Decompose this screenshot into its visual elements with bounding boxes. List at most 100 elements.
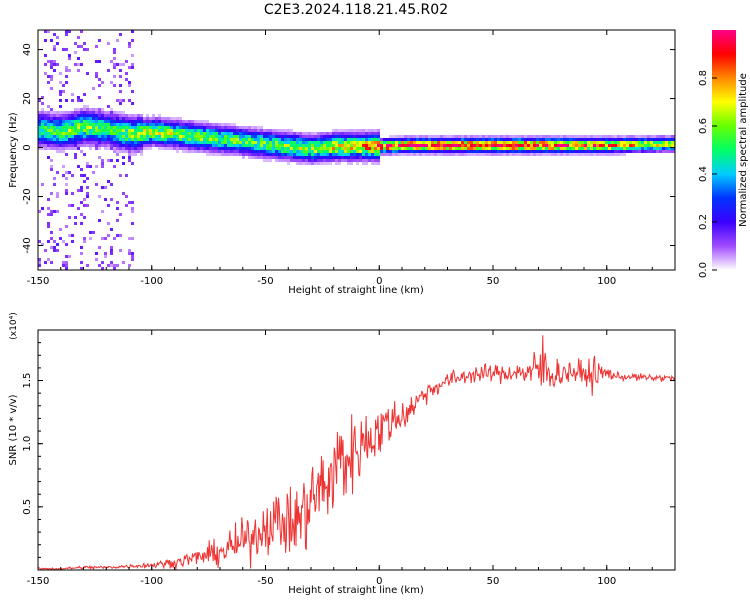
heatmap-cell bbox=[536, 153, 539, 156]
heatmap-cell bbox=[410, 147, 413, 150]
heatmap-cell bbox=[38, 264, 41, 267]
heatmap-cell bbox=[494, 153, 497, 156]
heatmap-cell bbox=[95, 129, 98, 132]
snr-series-line bbox=[38, 335, 675, 570]
heatmap-cell bbox=[191, 141, 194, 144]
heatmap-cell bbox=[158, 132, 161, 135]
heatmap-cell bbox=[221, 126, 224, 129]
heatmap-cell bbox=[332, 153, 335, 156]
heatmap-cell bbox=[506, 147, 509, 150]
heatmap-cell bbox=[287, 141, 290, 144]
heatmap-cell bbox=[89, 108, 92, 111]
heatmap-cell bbox=[197, 141, 200, 144]
heatmap-cell bbox=[326, 141, 329, 144]
heatmap-cell bbox=[317, 159, 320, 162]
heatmap-cell bbox=[626, 150, 629, 153]
heatmap-cell bbox=[566, 153, 569, 156]
heatmap-cell bbox=[497, 144, 500, 147]
heatmap-cell bbox=[401, 144, 404, 147]
heatmap-cell bbox=[518, 144, 521, 147]
heatmap-cell bbox=[125, 138, 128, 141]
heatmap-cell bbox=[536, 141, 539, 144]
heatmap-cell bbox=[611, 150, 614, 153]
heatmap-cell bbox=[338, 135, 341, 138]
heatmap-cell bbox=[584, 141, 587, 144]
heatmap-cell bbox=[641, 141, 644, 144]
heatmap-cell bbox=[170, 141, 173, 144]
heatmap-cell bbox=[176, 126, 179, 129]
heatmap-cell bbox=[479, 147, 482, 150]
heatmap-cell bbox=[98, 219, 101, 222]
heatmap-cell bbox=[452, 147, 455, 150]
heatmap-cell bbox=[332, 147, 335, 150]
heatmap-cell bbox=[200, 120, 203, 123]
heatmap-cell bbox=[416, 147, 419, 150]
heatmap-cell bbox=[194, 150, 197, 153]
heatmap-cell bbox=[128, 201, 131, 204]
heatmap-cell bbox=[65, 120, 68, 123]
heatmap-cell bbox=[362, 129, 365, 132]
heatmap-cell bbox=[518, 150, 521, 153]
heatmap-cell bbox=[365, 156, 368, 159]
heatmap-cell bbox=[653, 147, 656, 150]
heatmap-cell bbox=[518, 153, 521, 156]
heatmap-cell bbox=[347, 150, 350, 153]
heatmap-cell bbox=[494, 135, 497, 138]
heatmap-cell bbox=[338, 144, 341, 147]
heatmap-cell bbox=[647, 135, 650, 138]
heatmap-cell bbox=[452, 150, 455, 153]
heatmap-cell bbox=[71, 114, 74, 117]
heatmap-cell bbox=[671, 135, 674, 138]
heatmap-cell bbox=[488, 135, 491, 138]
heatmap-cell bbox=[74, 216, 77, 219]
heatmap-cell bbox=[122, 117, 125, 120]
heatmap-cell bbox=[215, 123, 218, 126]
heatmap-cell bbox=[488, 141, 491, 144]
heatmap-cell bbox=[296, 135, 299, 138]
heatmap-cell bbox=[44, 129, 47, 132]
heatmap-cell bbox=[242, 129, 245, 132]
heatmap-cell bbox=[176, 138, 179, 141]
heatmap-cell bbox=[104, 198, 107, 201]
heatmap-cell bbox=[110, 60, 113, 63]
heatmap-cell bbox=[209, 135, 212, 138]
heatmap-cell bbox=[113, 132, 116, 135]
heatmap-cell bbox=[119, 63, 122, 66]
heatmap-cell bbox=[620, 138, 623, 141]
heatmap-cell bbox=[209, 150, 212, 153]
heatmap-cell bbox=[56, 123, 59, 126]
heatmap-cell bbox=[461, 153, 464, 156]
heatmap-cell bbox=[125, 126, 128, 129]
heatmap-cell bbox=[53, 210, 56, 213]
x-tick-label: 50 bbox=[487, 576, 500, 587]
heatmap-cell bbox=[221, 129, 224, 132]
heatmap-cell bbox=[107, 69, 110, 72]
heatmap-cell bbox=[95, 45, 98, 48]
heatmap-cell bbox=[194, 135, 197, 138]
heatmap-cell bbox=[38, 261, 41, 264]
heatmap-cell bbox=[125, 72, 128, 75]
heatmap-cell bbox=[401, 150, 404, 153]
heatmap-cell bbox=[374, 129, 377, 132]
heatmap-cell bbox=[155, 123, 158, 126]
heatmap-cell bbox=[158, 117, 161, 120]
heatmap-cell bbox=[80, 126, 83, 129]
heatmap-cell bbox=[122, 126, 125, 129]
heatmap-cell bbox=[617, 141, 620, 144]
heatmap-cell bbox=[332, 132, 335, 135]
heatmap-cell bbox=[218, 135, 221, 138]
heatmap-cell bbox=[422, 153, 425, 156]
heatmap-cell bbox=[449, 147, 452, 150]
heatmap-cell bbox=[83, 126, 86, 129]
heatmap-cell bbox=[143, 129, 146, 132]
heatmap-cell bbox=[197, 144, 200, 147]
heatmap-cell bbox=[176, 141, 179, 144]
heatmap-cell bbox=[62, 138, 65, 141]
heatmap-cell bbox=[41, 123, 44, 126]
heatmap-cell bbox=[125, 174, 128, 177]
heatmap-cell bbox=[344, 153, 347, 156]
heatmap-cell bbox=[440, 135, 443, 138]
heatmap-cell bbox=[452, 141, 455, 144]
heatmap-cell bbox=[332, 129, 335, 132]
